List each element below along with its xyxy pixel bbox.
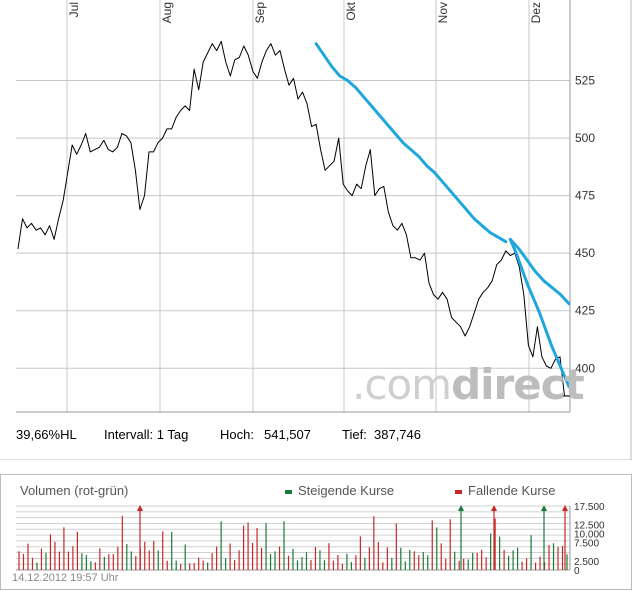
- legend-rising-label: Steigende Kurse: [298, 483, 395, 498]
- trendline-3: [508, 237, 571, 306]
- legend-rising: Steigende Kurse: [285, 483, 394, 498]
- legend-rising-swatch: [285, 489, 292, 494]
- legend-falling-swatch: [455, 489, 462, 494]
- trendline-1: [314, 42, 508, 244]
- plot-area: [16, 0, 570, 412]
- comdirect-watermark: .comdirect: [352, 360, 585, 409]
- y-tick-label: 450: [575, 246, 595, 260]
- y-tick-label: 425: [575, 304, 595, 318]
- x-tick-label: Aug: [160, 2, 174, 23]
- interval-stat: Intervall: 1 Tag: [104, 427, 189, 442]
- range-stat: 39,66%HL: [16, 427, 77, 442]
- y-tick-label: 400: [575, 361, 595, 375]
- x-tick-label: Nov: [436, 2, 450, 23]
- overflow-arrow: [137, 505, 143, 511]
- overflow-arrow: [458, 505, 464, 511]
- volume-y-tick-label: 7.500: [574, 539, 599, 550]
- volume-y-tick-label: 17.500: [574, 502, 605, 513]
- x-tick-label: Sep: [253, 2, 267, 24]
- timestamp: 14.12.2012 19:57 Uhr: [12, 572, 119, 584]
- overflow-arrow: [541, 505, 547, 511]
- y-tick-label: 525: [575, 74, 595, 88]
- high-label: Hoch:: [220, 427, 254, 442]
- trendline-2: [508, 237, 571, 389]
- watermark-part1: .com: [352, 360, 452, 409]
- overflow-arrow: [562, 505, 568, 511]
- x-tick-label: Jul: [67, 2, 81, 17]
- high-value: 541,507: [264, 427, 311, 442]
- volume-title: Volumen (rot-grün): [20, 483, 129, 498]
- volume-y-tick-label: 12.500: [574, 520, 605, 531]
- volume-y-tick-label: 2.500: [574, 557, 599, 568]
- watermark-part2: direct: [451, 360, 585, 409]
- low-label: Tief:: [342, 427, 367, 442]
- legend-falling: Fallende Kurse: [455, 483, 555, 498]
- x-tick-label: Dez: [529, 2, 543, 23]
- low-value: 387,746: [374, 427, 421, 442]
- y-tick-label: 500: [575, 131, 595, 145]
- x-tick-label: Okt: [344, 1, 358, 20]
- volume-y-tick-label: 0: [574, 566, 580, 577]
- volume-y-tick-label: 10.000: [574, 529, 605, 540]
- y-tick-label: 475: [575, 189, 595, 203]
- price-line: [17, 40, 570, 397]
- legend-falling-label: Fallende Kurse: [468, 483, 556, 498]
- overflow-arrow: [491, 505, 497, 511]
- price-chart: 400 425 450 475 500 525 Jul Aug Sep Okt Nov Dez: [0, 0, 632, 460]
